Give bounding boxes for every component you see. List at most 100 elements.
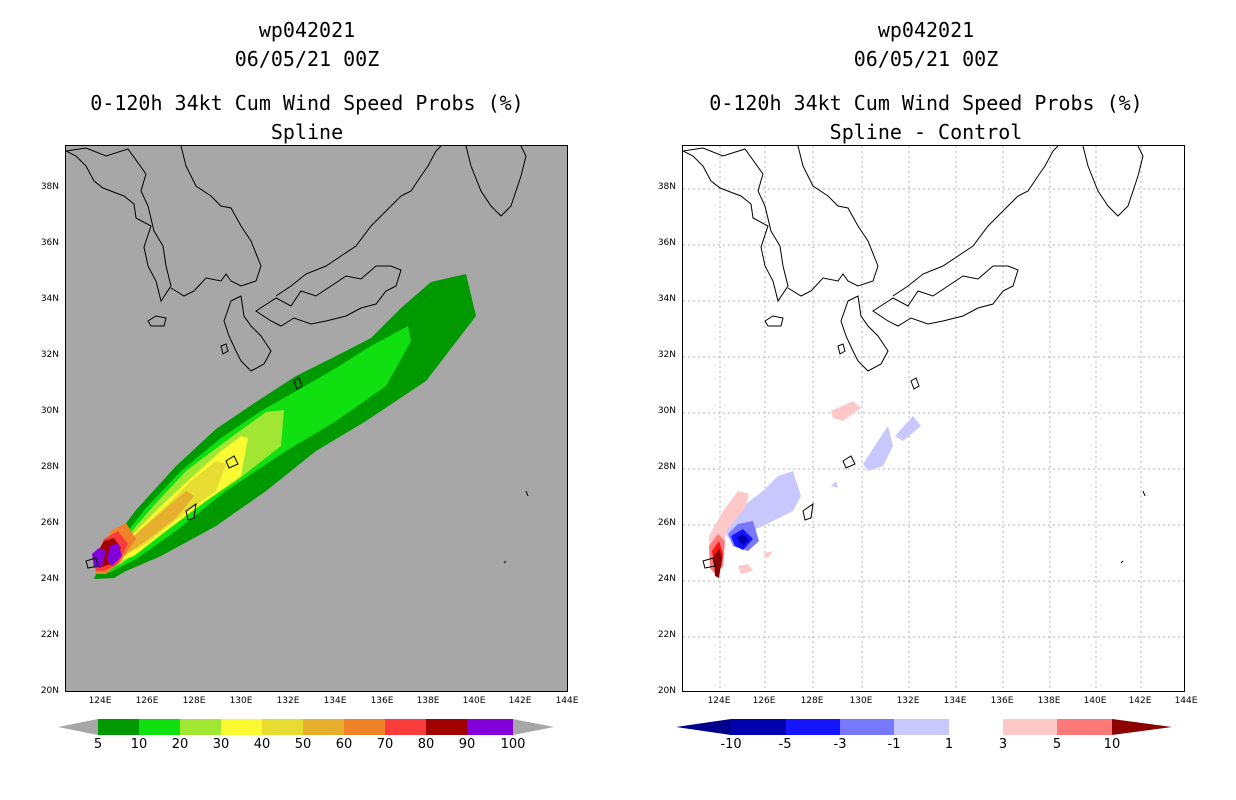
right-lon-tick-128e: 128E — [800, 696, 824, 706]
right-cbar-label-3: -1 — [887, 737, 901, 752]
left-colorbar-high-end — [513, 719, 554, 735]
left-cbar-label-3: 30 — [212, 737, 230, 752]
right-lat-tick-38n: 38N — [657, 182, 676, 192]
right-lat-tick-28n: 28N — [657, 462, 676, 472]
diff-contour-neg10 — [737, 534, 749, 546]
left-cbar-label-1: 10 — [130, 737, 148, 752]
right-gridlines — [683, 146, 1184, 691]
right-title-line-2: 06/05/21 00Z — [853, 47, 999, 71]
left-lat-tick-38n: 38N — [40, 182, 59, 192]
right-lon-tick-144e: 144E — [1174, 696, 1198, 706]
right-lon-tick-138e: 138E — [1037, 696, 1061, 706]
diff-contour-pos10 — [714, 548, 722, 578]
left-lat-tick-22n: 22N — [40, 630, 59, 640]
left-colorbar-swatch-2 — [180, 719, 221, 735]
right-colorbar-swatch-2 — [840, 719, 894, 735]
right-map-panel — [682, 145, 1185, 692]
right-cbar-label-0: -10 — [720, 737, 742, 752]
right-lon-tick-124e: 124E — [707, 696, 731, 706]
right-lon-tick-126e: 126E — [752, 696, 776, 706]
right-lat-tick-32n: 32N — [657, 350, 676, 360]
left-coastline — [66, 146, 529, 569]
right-colorbar-high-end — [1112, 719, 1172, 735]
right-lat-tick-30n: 30N — [657, 406, 676, 416]
left-lon-tick-124e: 124E — [88, 696, 112, 706]
right-lat-tick-34n: 34N — [657, 294, 676, 304]
right-cbar-label-2: -3 — [833, 737, 847, 752]
left-cbar-label-8: 80 — [417, 737, 435, 752]
left-lat-tick-20n: 20N — [40, 686, 59, 696]
right-coastline — [683, 146, 1146, 569]
right-colorbar-swatch-4 — [949, 719, 1003, 735]
left-lon-tick-140e: 140E — [462, 696, 486, 706]
right-colorbar-low-end — [676, 719, 731, 735]
left-colorbar-swatch-1 — [139, 719, 180, 735]
left-lon-tick-142e: 142E — [508, 696, 532, 706]
left-colorbar-swatch-4 — [262, 719, 303, 735]
left-colorbar-swatch-6 — [344, 719, 385, 735]
right-lon-tick-134e: 134E — [943, 696, 967, 706]
left-lon-tick-128e: 128E — [182, 696, 206, 706]
right-colorbar-swatch-5 — [1003, 719, 1057, 735]
left-colorbar-swatch-7 — [385, 719, 426, 735]
left-lat-tick-32n: 32N — [40, 350, 59, 360]
right-colorbar — [676, 719, 1172, 735]
left-lon-tick-136e: 136E — [370, 696, 394, 706]
left-cbar-label-0: 5 — [93, 737, 103, 752]
right-lat-tick-22n: 22N — [657, 630, 676, 640]
left-colorbar-swatch-3 — [221, 719, 262, 735]
right-colorbar-swatch-0 — [731, 719, 786, 735]
left-lat-tick-26n: 26N — [40, 518, 59, 528]
right-lon-tick-130e: 130E — [849, 696, 873, 706]
prob-contour-90 — [92, 543, 122, 568]
left-colorbar — [58, 719, 554, 735]
left-cbar-label-2: 20 — [171, 737, 189, 752]
left-title-line-4: Spline — [270, 120, 344, 144]
left-colorbar-swatch-9 — [467, 719, 513, 735]
right-cbar-label-4: 1 — [944, 737, 954, 752]
left-title-line-1: wp042021 — [258, 18, 356, 42]
left-title-line-3: 0-120h 34kt Cum Wind Speed Probs (%) — [90, 91, 524, 115]
left-lat-tick-24n: 24N — [40, 574, 59, 584]
left-cbar-label-6: 60 — [335, 737, 353, 752]
right-lat-tick-36n: 36N — [657, 238, 676, 248]
left-colorbar-swatch-5 — [303, 719, 344, 735]
left-lon-tick-132e: 132E — [276, 696, 300, 706]
right-lat-tick-20n: 20N — [657, 686, 676, 696]
left-lat-tick-34n: 34N — [40, 294, 59, 304]
left-cbar-label-10: 100 — [500, 737, 526, 752]
left-lon-tick-126e: 126E — [135, 696, 159, 706]
left-colorbar-swatch-0 — [98, 719, 139, 735]
right-title-line-1: wp042021 — [877, 18, 975, 42]
diff-contour-pos1 — [709, 401, 861, 574]
left-map-svg — [66, 146, 529, 579]
diff-contour-neg1 — [723, 471, 801, 538]
left-lon-tick-144e: 144E — [555, 696, 579, 706]
right-lat-tick-26n: 26N — [657, 518, 676, 528]
left-lon-tick-130e: 130E — [229, 696, 253, 706]
right-colorbar-swatch-3 — [894, 719, 949, 735]
diff-contour-neg1b — [831, 416, 921, 488]
left-cbar-label-5: 50 — [294, 737, 312, 752]
left-colorbar-swatch-8 — [426, 719, 467, 735]
right-lon-tick-136e: 136E — [990, 696, 1014, 706]
left-lat-tick-36n: 36N — [40, 238, 59, 248]
right-lat-tick-24n: 24N — [657, 574, 676, 584]
left-cbar-label-9: 90 — [458, 737, 476, 752]
left-colorbar-low-end — [58, 719, 98, 735]
left-map-panel — [65, 145, 568, 692]
right-lon-tick-140e: 140E — [1083, 696, 1107, 706]
left-lon-tick-134e: 134E — [323, 696, 347, 706]
right-map-svg — [683, 146, 1184, 691]
left-cbar-label-4: 40 — [253, 737, 271, 752]
left-lat-tick-30n: 30N — [40, 406, 59, 416]
right-lon-tick-142e: 142E — [1128, 696, 1152, 706]
left-lat-tick-28n: 28N — [40, 462, 59, 472]
left-cbar-label-7: 70 — [376, 737, 394, 752]
left-title-line-2: 06/05/21 00Z — [234, 47, 380, 71]
right-colorbar-swatch-1 — [786, 719, 840, 735]
right-colorbar-swatch-6 — [1057, 719, 1112, 735]
right-title-line-4: Spline - Control — [829, 120, 1023, 144]
right-cbar-label-5: 3 — [998, 737, 1008, 752]
right-cbar-label-1: -5 — [778, 737, 792, 752]
